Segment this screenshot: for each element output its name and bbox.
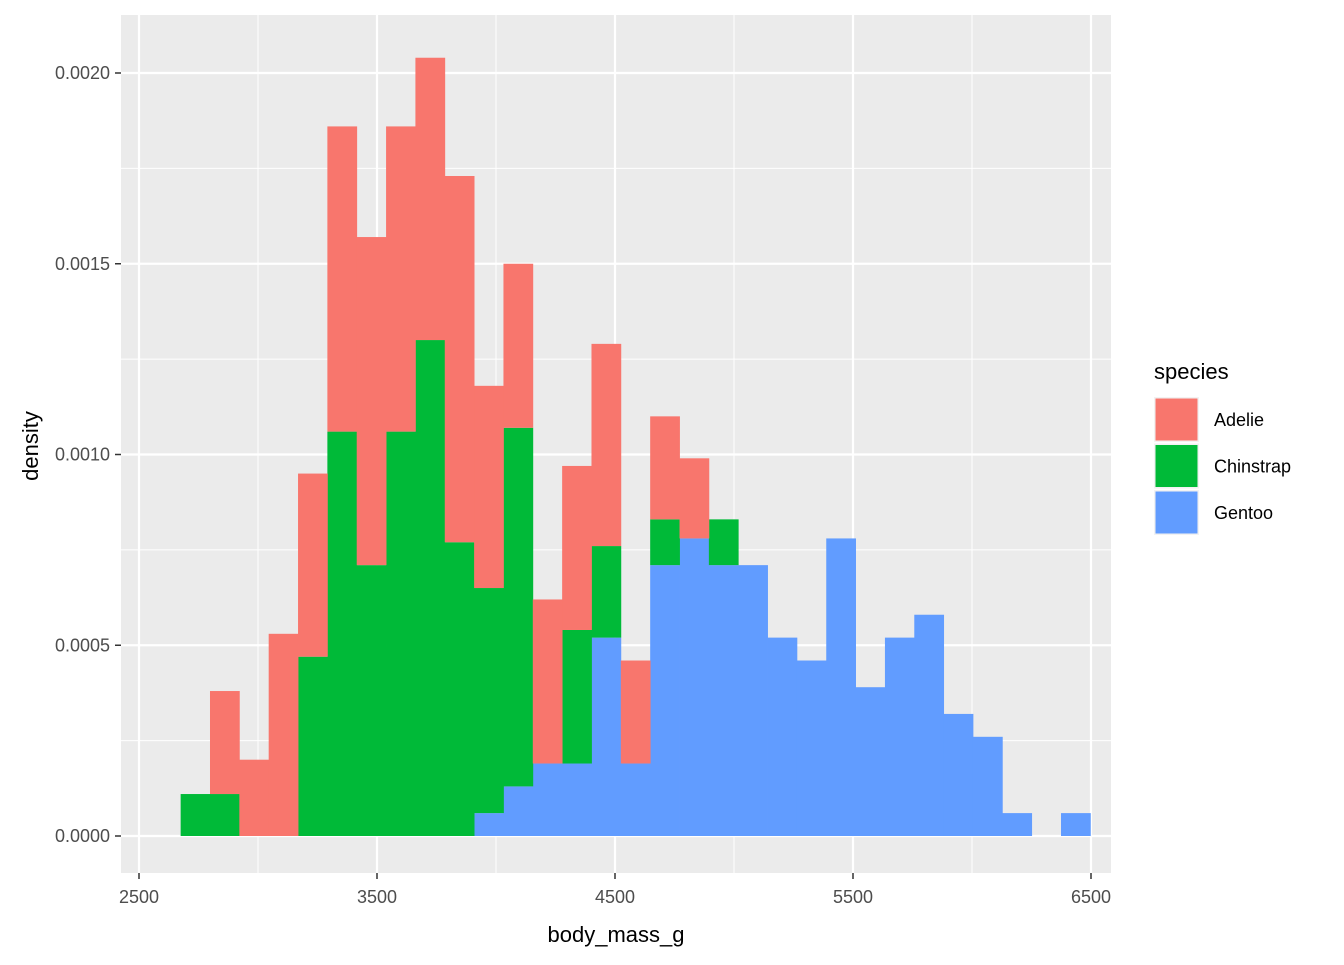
x-tick-label: 3500: [357, 887, 397, 907]
bar-adelie: [650, 416, 680, 520]
y-tick-label: 0.0015: [55, 254, 110, 274]
bar-adelie: [591, 343, 622, 547]
y-tick-label: 0.0000: [55, 826, 110, 846]
bar-gentoo: [1061, 813, 1091, 836]
bar-gentoo: [708, 565, 739, 836]
bar-chinstrap: [503, 427, 534, 787]
x-tick-label: 4500: [595, 887, 635, 907]
legend-key-chinstrap: [1155, 445, 1198, 487]
bar-adelie: [327, 126, 358, 432]
bar-chinstrap: [209, 794, 240, 836]
bar-chinstrap: [591, 546, 622, 638]
bar-adelie: [474, 385, 504, 589]
bar-gentoo: [650, 565, 680, 836]
bar-gentoo: [620, 763, 651, 836]
bar-chinstrap: [650, 519, 680, 566]
bar-adelie: [562, 465, 592, 630]
bar-chinstrap: [180, 794, 211, 836]
bar-gentoo: [591, 637, 622, 836]
bar-adelie: [620, 660, 651, 764]
bar-gentoo: [884, 637, 915, 836]
bar-adelie: [679, 458, 710, 539]
bar-chinstrap: [356, 565, 387, 836]
bar-adelie: [415, 57, 446, 341]
bar-chinstrap: [474, 588, 504, 814]
bar-gentoo: [796, 660, 827, 836]
bar-gentoo: [1002, 813, 1033, 836]
bar-adelie: [386, 126, 416, 432]
bar-gentoo: [562, 763, 592, 836]
bar-gentoo: [738, 565, 768, 836]
bar-adelie: [532, 599, 563, 764]
histogram-bars: [180, 57, 1091, 836]
bar-chinstrap: [444, 542, 475, 836]
legend-label-adelie: Adelie: [1214, 410, 1264, 430]
bar-adelie: [503, 263, 534, 428]
y-tick-label: 0.0020: [55, 63, 110, 83]
bar-gentoo: [767, 637, 798, 836]
bar-chinstrap: [708, 519, 739, 566]
y-tick-label: 0.0010: [55, 445, 110, 465]
bar-adelie: [356, 237, 387, 566]
bar-chinstrap: [327, 431, 358, 836]
bar-gentoo: [503, 786, 534, 836]
legend-key-adelie: [1155, 398, 1198, 441]
legend-title: species: [1154, 359, 1229, 384]
axes: 0.0000 0.0005 0.0010 0.0015 0.0020 2500 3500 45…: [55, 63, 1111, 907]
x-tick-label: 2500: [119, 887, 159, 907]
bar-chinstrap: [386, 431, 416, 836]
legend-label-chinstrap: Chinstrap: [1214, 457, 1291, 477]
bar-adelie: [209, 691, 240, 795]
bar-gentoo: [826, 538, 856, 836]
y-axis-title: density: [18, 411, 43, 481]
bar-gentoo: [972, 736, 1003, 836]
bar-gentoo: [679, 538, 710, 836]
bar-gentoo: [943, 713, 974, 836]
y-tick-label: 0.0005: [55, 635, 110, 655]
legend-key-gentoo: [1155, 491, 1198, 534]
x-tick-label: 5500: [833, 887, 873, 907]
bar-gentoo: [532, 763, 563, 836]
bar-chinstrap: [562, 629, 592, 764]
bar-gentoo: [914, 614, 945, 836]
bar-adelie: [298, 473, 328, 657]
bar-adelie: [239, 759, 270, 836]
bar-adelie: [444, 176, 475, 543]
legend: species Adelie Chinstrap Gentoo: [1154, 359, 1291, 535]
bar-gentoo: [855, 687, 886, 836]
x-axis-title: body_mass_g: [548, 922, 685, 947]
bar-chinstrap: [415, 340, 446, 836]
x-tick-label: 6500: [1071, 887, 1111, 907]
bar-gentoo: [474, 813, 504, 836]
legend-label-gentoo: Gentoo: [1214, 503, 1273, 523]
bar-chinstrap: [298, 656, 328, 836]
bar-adelie: [268, 633, 299, 836]
